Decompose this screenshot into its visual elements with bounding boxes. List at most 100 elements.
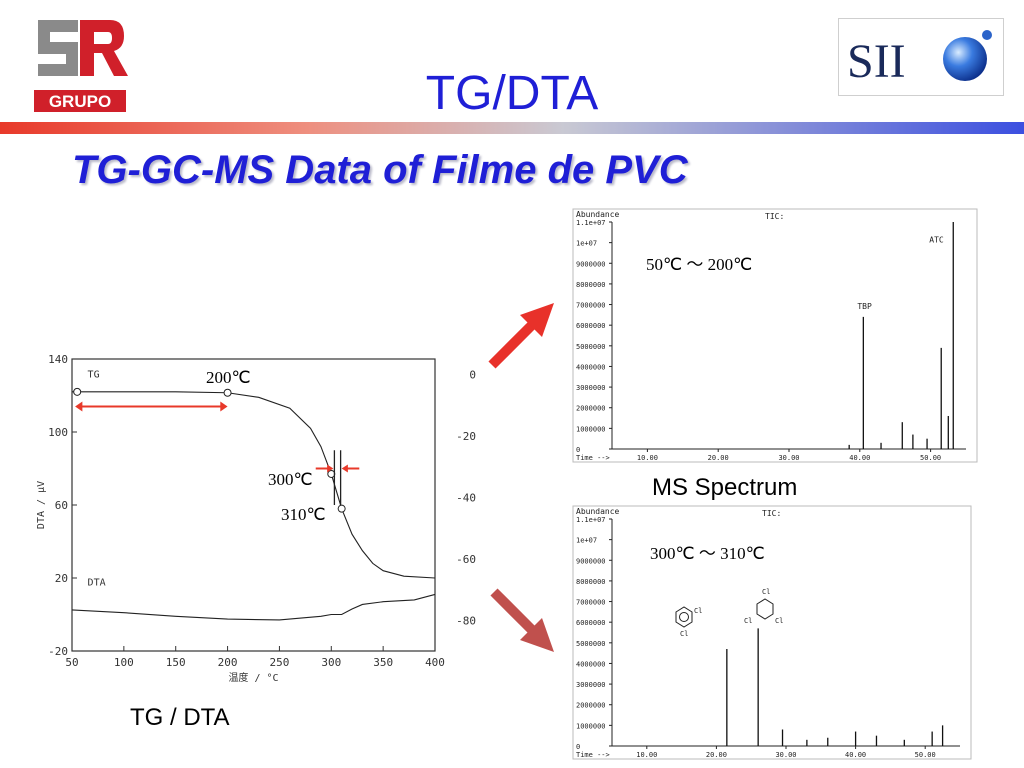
y-tick-label: 1.1e+07 [576, 516, 606, 524]
y2-tick-label: -80 [456, 614, 476, 627]
y-tick-label: 140 [48, 353, 68, 366]
series-line-dta [71, 593, 436, 621]
chart-title: TIC: [765, 212, 784, 221]
x-tick-label: 10.00 [637, 454, 658, 462]
y-tick-label: 8000000 [576, 281, 606, 289]
dot-icon [982, 30, 992, 40]
chart-title: TIC: [762, 509, 781, 518]
arrow-up-right-icon [488, 303, 554, 369]
x-axis-label: 温度 / °C [228, 671, 278, 684]
tg-dta-chart-svg: 50 100 150 200 250 300 350 400 -20 20 60 100 140 0 -20… [36, 353, 491, 684]
y-tick-label: 6000000 [576, 322, 606, 330]
gradient-divider [0, 122, 1024, 134]
y-tick-label: 8000000 [576, 578, 606, 586]
annotation-300c: 300℃ [268, 470, 313, 489]
x-tick-label: 100 [114, 656, 134, 669]
page-subtitle: TG-GC-MS Data of Filme de PVC [72, 148, 688, 192]
ms-spectrum-bottom: Abundance TIC: 1.1e+07 1e+07 9000000 8000000 7… [572, 505, 972, 760]
x-tick-label: 30.00 [778, 454, 799, 462]
aromatic-circle-icon [679, 612, 689, 622]
x-tick-label: 10.00 [636, 751, 657, 759]
y-axis-label-left: DTA / μV [36, 481, 47, 529]
substituent-label-cl: Cl [694, 607, 702, 615]
ms-spectrum-bottom-svg: Abundance TIC: 1.1e+07 1e+07 9000000 8000000 7… [572, 505, 972, 760]
x-tick-label: 20.00 [706, 751, 727, 759]
y2-tick-label: 0 [469, 368, 476, 381]
ms-spectrum-top: Abundance TIC: 1.1e+07 1e+07 9000000 8000000 7… [572, 208, 978, 463]
x-tick-label: 40.00 [849, 454, 870, 462]
logo-text-sii: SII [847, 35, 906, 88]
y2-tick-label: -60 [456, 553, 476, 566]
range-arrow-head-right [220, 401, 228, 412]
substituent-label-cl: Cl [775, 617, 783, 625]
peak-label-tbp: TBP [857, 302, 872, 311]
y-tick-label: 1.1e+07 [576, 219, 606, 227]
x-tick-label: 20.00 [708, 454, 729, 462]
y-tick-label: 1e+07 [576, 240, 597, 248]
ms-spectrum-top-svg: Abundance TIC: 1.1e+07 1e+07 9000000 8000000 7… [572, 208, 978, 463]
y-tick-label: 6000000 [576, 619, 606, 627]
series-label-dta: DTA [88, 577, 106, 588]
annotation-310c: 310℃ [281, 505, 326, 524]
y2-tick-label: -20 [456, 430, 476, 443]
y-axis-label: Abundance [576, 210, 620, 219]
y-tick-label: 0 [576, 446, 580, 454]
arrow-down-right-icon [490, 588, 554, 652]
y-tick-label: 5000000 [576, 640, 606, 648]
annotation-range-bottom: 300℃ ～ 310℃ [650, 544, 765, 563]
y2-tick-label: -40 [456, 491, 476, 504]
y-tick-label: 2000000 [576, 702, 606, 710]
x-tick-label: 300 [321, 656, 341, 669]
y-tick-label: -20 [48, 645, 68, 658]
y-tick-label: 0 [576, 743, 580, 751]
temperature-marker [73, 387, 82, 396]
substituent-label-cl: Cl [680, 630, 688, 638]
y-tick-label: 1000000 [576, 722, 606, 730]
orb-icon [943, 37, 987, 81]
x-tick-label: 50.00 [920, 454, 941, 462]
sii-logo: SII [838, 18, 1004, 96]
x-tick-label: 400 [425, 656, 445, 669]
y-tick-label: 100 [48, 426, 68, 439]
y-axis-label: Abundance [576, 507, 620, 516]
grupo-sr-logo: GRUPO [30, 8, 128, 116]
ms-spectrum-caption: MS Spectrum [652, 474, 798, 501]
x-tick-label: 50 [65, 656, 78, 669]
y-tick-label: 9000000 [576, 557, 606, 565]
logo-text-grupo: GRUPO [49, 92, 111, 111]
plot-frame [71, 358, 436, 652]
inward-arrow-right-head [341, 464, 348, 473]
grupo-sr-logo-graphic: GRUPO [30, 8, 128, 116]
tg-dta-caption: TG / DTA [130, 704, 230, 731]
benzene-ring-icon [675, 606, 693, 628]
x-tick-label: 350 [373, 656, 393, 669]
y-tick-label: 4000000 [576, 363, 606, 371]
x-tick-label: 30.00 [775, 751, 796, 759]
peak-label-atc: ATC [929, 236, 944, 245]
tg-dta-chart: 50 100 150 200 250 300 350 400 -20 20 60 100 140 0 -20… [30, 350, 491, 695]
y-tick-label: 1000000 [576, 425, 606, 433]
x-tick-label: 250 [269, 656, 289, 669]
annotation-range-top: 50℃ ～ 200℃ [646, 255, 753, 274]
y-tick-label: 9000000 [576, 260, 606, 268]
annotation-200c: 200℃ [206, 368, 251, 387]
x-tick-label: 150 [166, 656, 186, 669]
y-tick-label: 3000000 [576, 681, 606, 689]
y-tick-label: 1e+07 [576, 537, 597, 545]
temperature-marker [327, 469, 336, 478]
temperature-marker [337, 504, 346, 513]
y-tick-label: 7000000 [576, 302, 606, 310]
y-tick-label: 2000000 [576, 405, 606, 413]
scan-border [572, 505, 972, 760]
y-tick-label: 3000000 [576, 384, 606, 392]
x-tick-label: 200 [218, 656, 238, 669]
y-tick-label: 5000000 [576, 343, 606, 351]
series-label-tg: TG [88, 369, 100, 380]
x-tick-label: 40.00 [845, 751, 866, 759]
x-axis-label: Time --> [576, 751, 610, 759]
y-tick-label: 60 [55, 499, 68, 512]
series-line-tg [72, 391, 436, 579]
benzene-ring-icon [756, 598, 774, 620]
substituent-label-cl: Cl [762, 588, 770, 596]
x-tick-label: 50.00 [915, 751, 936, 759]
